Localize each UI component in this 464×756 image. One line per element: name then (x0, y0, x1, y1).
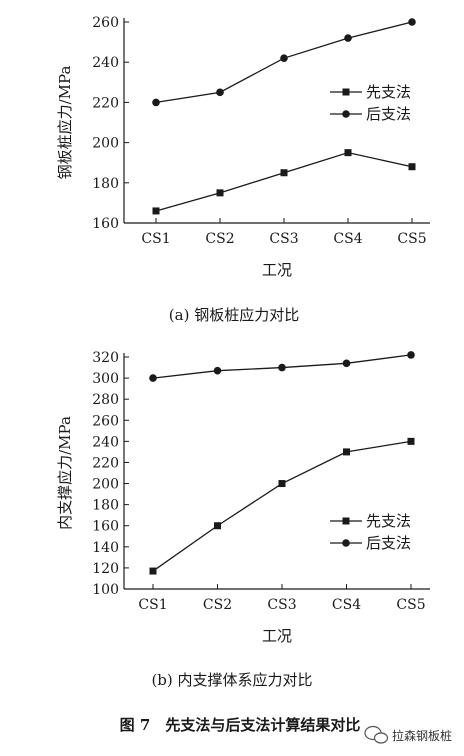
data-point (152, 207, 160, 215)
x-tick-label: CS3 (267, 597, 296, 613)
x-tick-label: CS4 (333, 231, 362, 247)
x-tick-label: CS5 (396, 597, 425, 613)
data-point (278, 480, 286, 488)
legend-marker (342, 517, 350, 525)
y-axis-label: 内支撑应力/MPa (56, 416, 74, 530)
x-tick-label: CS1 (138, 597, 167, 613)
x-tick-label: CS5 (397, 231, 426, 247)
y-tick-label: 120 (92, 561, 119, 577)
data-point (344, 34, 352, 42)
watermark-text: 拉森钢板桩 (392, 728, 452, 743)
x-tick-label: CS2 (203, 597, 232, 613)
data-point (214, 522, 221, 530)
x-tick-label: CS3 (269, 231, 298, 247)
data-point (152, 98, 160, 107)
wechat-icon (364, 725, 389, 744)
y-tick-label: 260 (92, 15, 119, 31)
data-point (149, 567, 157, 575)
legend-label: 先支法 (366, 83, 411, 101)
caption-b: (b) 内支撑体系应力对比 (151, 671, 312, 689)
data-point (408, 18, 416, 26)
x-tick-label: CS2 (205, 231, 234, 247)
data-point (216, 88, 224, 97)
series-line-1 (155, 151, 413, 212)
data-point (407, 351, 415, 359)
data-point (278, 363, 286, 372)
data-point (280, 169, 288, 177)
y-tick-label: 180 (92, 176, 119, 192)
y-tick-label: 280 (92, 392, 119, 408)
legend-label: 后支法 (366, 105, 411, 123)
legend-marker (342, 88, 350, 96)
y-tick-label: 100 (92, 582, 119, 598)
x-tick-label: CS4 (332, 597, 361, 613)
data-point (280, 54, 288, 62)
data-point (149, 374, 157, 382)
legend-marker (342, 539, 350, 547)
data-point (216, 189, 224, 197)
x-axis-label: 工况 (262, 261, 292, 279)
chart-a: 160 180 200 220 240 260 CS1 CS2 CS3 CS4 CS5 工况 钢板桩应力… (56, 15, 430, 279)
y-tick-label: 180 (92, 498, 119, 514)
caption-a: (a) 钢板桩应力对比 (169, 306, 299, 324)
y-tick-label: 220 (92, 95, 119, 111)
legend-label: 后支法 (366, 534, 411, 552)
y-tick-label: 240 (92, 55, 119, 71)
chart-b: 100 120 140 160 180 200 220 240 260 280 300 320 CS1 C… (56, 350, 430, 645)
y-tick-label: 140 (92, 540, 119, 556)
data-point (343, 448, 350, 456)
x-tick-label: CS1 (141, 231, 170, 247)
y-axis-label: 钢板桩应力/MPa (56, 66, 74, 180)
y-tick-label: 260 (92, 413, 119, 429)
data-point (213, 366, 222, 375)
legend-marker (342, 110, 350, 118)
y-tick-label: 160 (92, 216, 119, 232)
data-point (407, 437, 415, 445)
y-tick-label: 240 (92, 434, 119, 450)
y-tick-label: 300 (92, 371, 119, 387)
legend-label: 先支法 (366, 512, 411, 530)
y-tick-label: 200 (92, 136, 119, 152)
y-tick-label: 320 (92, 350, 119, 366)
x-axis-label: 工况 (262, 627, 292, 645)
data-point (408, 163, 416, 171)
data-point (342, 359, 351, 368)
y-tick-label: 200 (92, 477, 119, 493)
y-tick-label: 160 (92, 519, 119, 535)
y-tick-label: 220 (92, 455, 119, 471)
watermark: 拉森钢板桩 (364, 725, 452, 744)
data-point (344, 149, 352, 157)
figure-title: 图 7 先支法与后支法计算结果对比 (120, 716, 361, 734)
